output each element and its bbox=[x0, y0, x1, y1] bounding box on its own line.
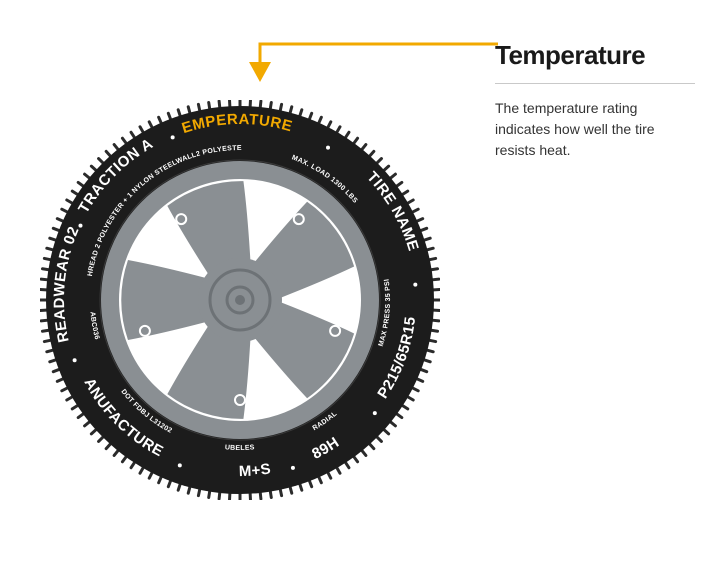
panel-title: Temperature bbox=[495, 40, 695, 71]
tire-diagram: TEMPERATURE ATIRE NAMEP215/65R1589HM+SMA… bbox=[40, 100, 440, 500]
pointer-arrow bbox=[240, 32, 500, 87]
panel-body: The temperature rating indicates how wel… bbox=[495, 98, 695, 161]
panel-divider bbox=[495, 83, 695, 84]
sidewall-ms: M+S bbox=[239, 460, 273, 480]
